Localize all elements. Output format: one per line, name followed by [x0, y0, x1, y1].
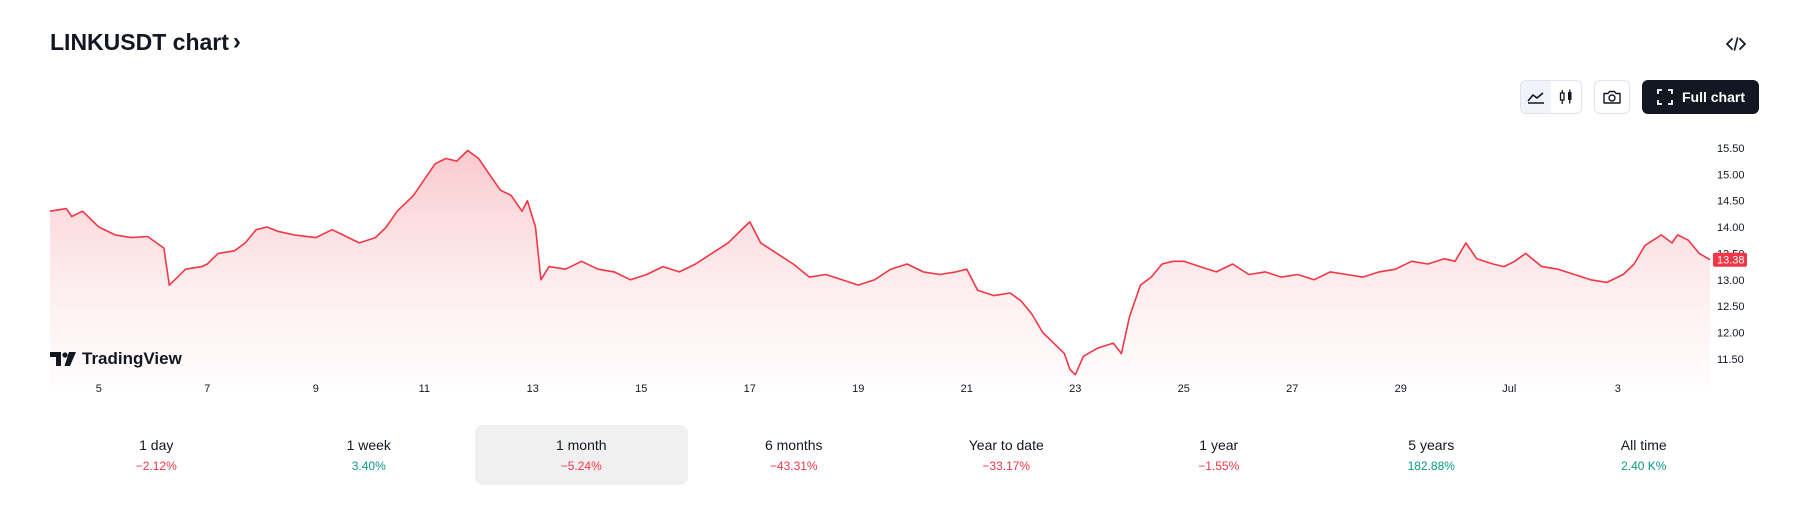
- candle-style-button[interactable]: [1551, 81, 1581, 113]
- code-embed-button[interactable]: [1722, 30, 1750, 58]
- x-tick-label: 23: [1069, 383, 1081, 395]
- last-price-tag: 13.38: [1713, 252, 1747, 267]
- price-area-fill: [50, 150, 1710, 385]
- y-tick-label: 12.00: [1717, 328, 1745, 340]
- chart-title-link[interactable]: LINKUSDT chart ›: [50, 28, 241, 56]
- period-tab[interactable]: 1 month −5.24%: [475, 425, 688, 485]
- period-label: 6 months: [764, 437, 823, 453]
- period-selector: 1 day −2.12% 1 week 3.40% 1 month −5.24% 6 mon…: [50, 425, 1750, 485]
- full-chart-label: Full chart: [1682, 89, 1746, 105]
- period-label: All time: [1620, 437, 1667, 453]
- camera-icon: [1603, 90, 1621, 104]
- code-icon: [1726, 37, 1746, 51]
- period-change: −5.24%: [560, 459, 602, 473]
- x-tick-label: 19: [852, 383, 864, 395]
- x-tick-label: Jul: [1502, 383, 1516, 395]
- period-label: 5 years: [1408, 437, 1455, 453]
- x-tick-label: 3: [1615, 383, 1621, 395]
- y-tick-label: 14.50: [1717, 196, 1745, 208]
- full-chart-button[interactable]: Full chart: [1642, 80, 1760, 114]
- y-tick-label: 15.50: [1717, 143, 1745, 155]
- tradingview-logo[interactable]: TradingView: [50, 349, 182, 369]
- fullscreen-icon: [1657, 89, 1673, 105]
- period-change: −33.17%: [982, 459, 1031, 473]
- x-tick-label: 7: [204, 383, 210, 395]
- period-change: 182.88%: [1407, 459, 1455, 473]
- x-tick-label: 9: [313, 383, 319, 395]
- area-style-button[interactable]: [1521, 81, 1551, 113]
- x-tick-label: 17: [744, 383, 756, 395]
- y-tick-label: 11.50: [1717, 354, 1744, 366]
- period-tab[interactable]: 5 years 182.88%: [1325, 425, 1538, 485]
- x-tick-label: 29: [1395, 383, 1407, 395]
- x-axis: 5 7 9 11 13 15 17 19 21 23 25 27 29 Jul 3: [96, 383, 1621, 395]
- x-tick-label: 5: [96, 383, 102, 395]
- period-tab[interactable]: 1 week 3.40%: [263, 425, 476, 485]
- x-tick-label: 13: [527, 383, 539, 395]
- screenshot-button[interactable]: [1594, 80, 1630, 114]
- price-chart[interactable]: 15.5015.0014.5014.0013.5013.0012.5012.00…: [0, 120, 1798, 400]
- candlestick-icon: [1559, 89, 1572, 104]
- x-tick-label: 11: [419, 383, 430, 395]
- period-tab[interactable]: All time 2.40 K%: [1538, 425, 1751, 485]
- period-change: −43.31%: [769, 459, 818, 473]
- chart-toolbar: Full chart: [1520, 80, 1760, 114]
- y-tick-label: 13.00: [1717, 275, 1745, 287]
- period-change: −1.55%: [1198, 459, 1240, 473]
- chevron-right-icon: ›: [232, 28, 241, 55]
- period-change: −2.12%: [135, 459, 177, 473]
- x-tick-label: 15: [635, 383, 647, 395]
- chart-title: LINKUSDT chart: [50, 28, 229, 55]
- period-label: 1 day: [139, 437, 174, 453]
- period-label: 1 week: [346, 437, 391, 453]
- area-chart-icon: [1527, 92, 1544, 104]
- y-tick-label: 12.50: [1717, 301, 1745, 313]
- y-tick-label: 14.00: [1717, 222, 1745, 234]
- x-tick-label: 21: [961, 383, 973, 395]
- tradingview-logo-text: TradingView: [82, 349, 182, 368]
- x-tick-label: 27: [1286, 383, 1298, 395]
- period-label: Year to date: [968, 437, 1044, 453]
- x-tick-label: 25: [1178, 383, 1190, 395]
- period-label: 1 year: [1199, 437, 1239, 453]
- y-axis: 15.5015.0014.5014.0013.5013.0012.5012.00…: [1717, 143, 1745, 366]
- period-tab[interactable]: 6 months −43.31%: [688, 425, 901, 485]
- period-tab[interactable]: 1 day −2.12%: [50, 425, 263, 485]
- period-change: 2.40 K%: [1621, 459, 1667, 473]
- period-change: 3.40%: [351, 459, 386, 473]
- period-tab[interactable]: 1 year −1.55%: [1113, 425, 1326, 485]
- period-label: 1 month: [555, 437, 607, 453]
- tradingview-logo-icon: [50, 352, 76, 366]
- last-price-label: 13.38: [1717, 255, 1745, 267]
- period-tab[interactable]: Year to date −33.17%: [900, 425, 1113, 485]
- price-line: [49, 149, 1711, 376]
- chart-style-switch: [1520, 80, 1582, 114]
- y-tick-label: 15.00: [1717, 169, 1745, 181]
